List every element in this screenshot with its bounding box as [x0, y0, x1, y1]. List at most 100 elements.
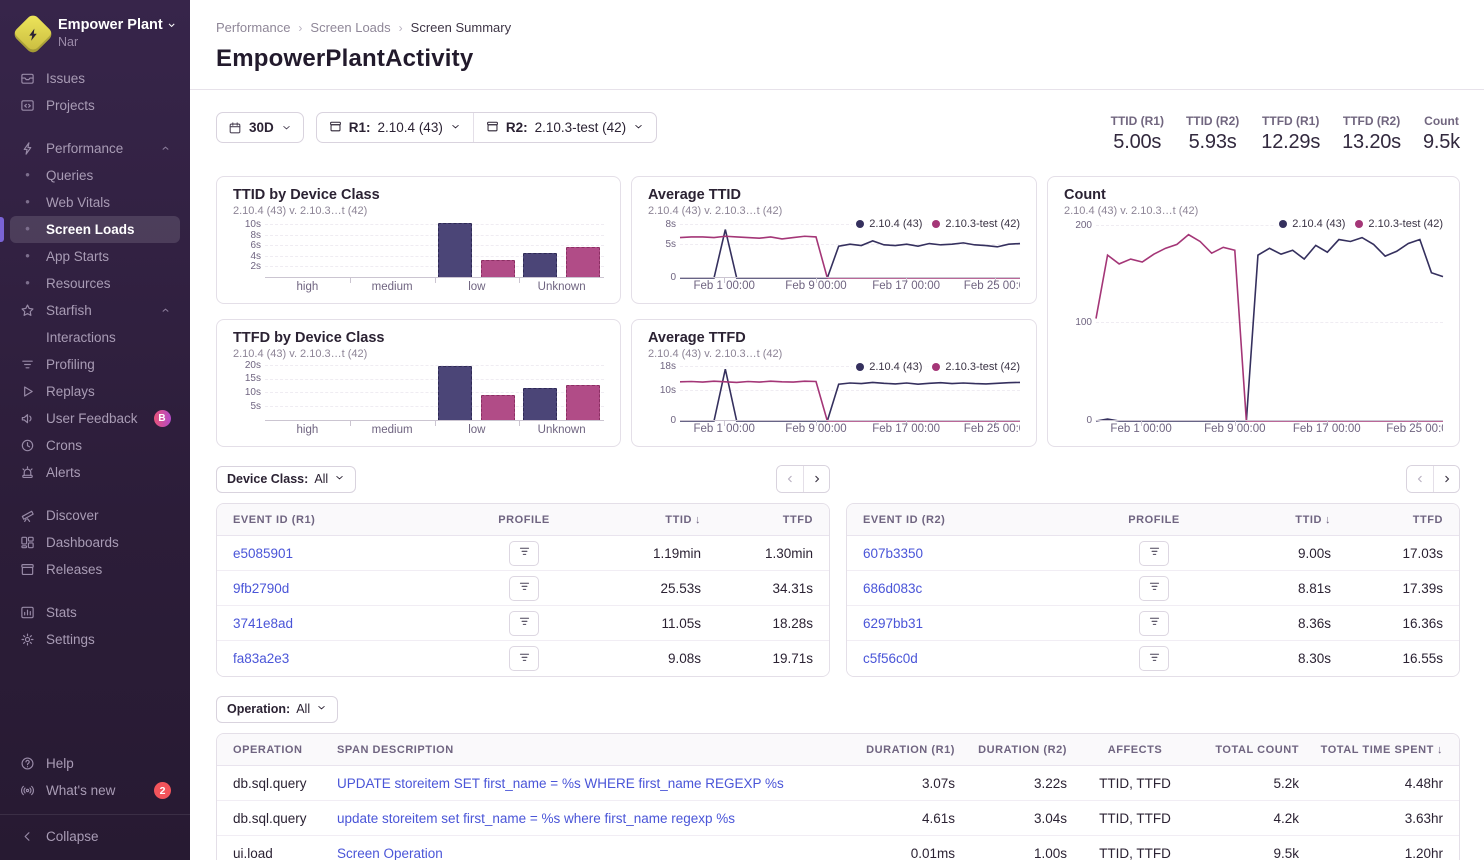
affects-value[interactable]: TTID, TTFD [1099, 846, 1171, 860]
column-header-event-id-r1[interactable]: EVENT ID (R1) [233, 513, 316, 526]
total-time-spent-value[interactable]: 3.63hr [1404, 810, 1443, 826]
profile-button[interactable] [509, 575, 539, 601]
profile-button[interactable] [509, 610, 539, 636]
column-header-span-description[interactable]: SPAN DESCRIPTION [337, 743, 454, 756]
column-header-duration-r1[interactable]: DURATION (R1) [866, 743, 955, 756]
column-header-ttfd[interactable]: TTFD [1412, 513, 1443, 526]
bar-2-10-4-43[interactable] [523, 253, 558, 278]
column-header-total-time-spent[interactable]: TOTAL TIME SPENT ↓ [1320, 743, 1443, 756]
sidebar-item-discover[interactable]: Discover [10, 502, 180, 529]
release-r2-filter[interactable]: R2: 2.10.3-test (42) [472, 113, 656, 142]
profile-button[interactable] [509, 540, 539, 566]
event-id-link[interactable]: c5f56c0d [863, 651, 918, 666]
x-axis-label: medium [371, 280, 413, 293]
column-header-event-id-r2[interactable]: EVENT ID (R2) [863, 513, 946, 526]
profile-button[interactable] [1139, 575, 1169, 601]
next-page-button[interactable] [803, 466, 829, 492]
profiling-icon [518, 651, 531, 667]
event-id-link[interactable]: fa83a2e3 [233, 651, 290, 666]
release-r1-prefix: R1: [348, 120, 371, 135]
sidebar-item-projects[interactable]: Projects [10, 92, 180, 119]
table-row: e5085901 1.19min 1.30min [217, 536, 829, 571]
release-r1-filter[interactable]: R1: 2.10.4 (43) [317, 113, 473, 142]
event-id-link[interactable]: 3741e8ad [233, 615, 294, 631]
bar-2-10-3-test-42[interactable] [566, 246, 601, 278]
bar-2-10-3-test-42[interactable] [481, 394, 516, 421]
event-id-link[interactable]: 9fb2790d [233, 580, 290, 596]
sidebar-item-alerts[interactable]: Alerts [10, 459, 180, 486]
device-class-filter[interactable]: Device Class: All [216, 465, 357, 493]
bar-group-high [265, 221, 350, 278]
sidebar-item-dashboards[interactable]: Dashboards [10, 529, 180, 556]
sidebar-item-releases[interactable]: Releases [10, 556, 180, 583]
column-header-ttfd[interactable]: TTFD [782, 513, 813, 526]
sidebar-item-profiling[interactable]: Profiling [10, 351, 180, 378]
legend-dot-icon [932, 220, 941, 228]
total-time-spent-value[interactable]: 1.20hr [1404, 846, 1443, 860]
sidebar-item-app-starts[interactable]: • App Starts [10, 243, 180, 270]
previous-page-button[interactable] [777, 466, 803, 492]
column-header-total-count[interactable]: TOTAL COUNT [1215, 743, 1299, 756]
column-header-profile[interactable]: PROFILE [498, 513, 550, 526]
sidebar-item-queries[interactable]: • Queries [10, 162, 180, 189]
sidebar-item-web-vitals[interactable]: • Web Vitals [10, 189, 180, 216]
sidebar-item-replays[interactable]: Replays [10, 378, 180, 405]
bar-2-10-4-43[interactable] [523, 387, 558, 421]
issues-icon [19, 70, 36, 87]
column-header-ttid[interactable]: TTID ↓ [665, 513, 701, 526]
column-header-duration-r2[interactable]: DURATION (R2) [978, 743, 1067, 756]
span-description-link[interactable]: UPDATE storeitem SET first_name = %s WHE… [337, 775, 784, 791]
event-id-link[interactable]: 607b3350 [863, 545, 924, 561]
duration-r2-value: 3.04s [1033, 810, 1067, 826]
total-time-spent-value[interactable]: 4.48hr [1404, 775, 1443, 791]
date-range-filter[interactable]: 30D [216, 112, 304, 143]
sidebar-item-stats[interactable]: Stats [10, 599, 180, 626]
sidebar-item-settings[interactable]: Settings [10, 626, 180, 653]
sidebar-item-interactions[interactable]: Interactions [10, 324, 180, 351]
sidebar-item-performance[interactable]: Performance [10, 135, 180, 162]
bar-2-10-4-43[interactable] [438, 365, 473, 421]
sidebar-item-crons[interactable]: Crons [10, 432, 180, 459]
sidebar-item-resources[interactable]: • Resources [10, 270, 180, 297]
y-axis-tick-label: 10s [244, 387, 261, 399]
span-description-link[interactable]: update storeitem set first_name = %s whe… [337, 810, 736, 826]
affects-value[interactable]: TTID, TTFD [1099, 810, 1171, 826]
bar-group-unknown [519, 364, 604, 421]
sidebar-item-screen-loads[interactable]: • Screen Loads [0, 215, 180, 243]
event-id-link[interactable]: e5085901 [233, 545, 294, 561]
breadcrumb-performance[interactable]: Performance [216, 20, 291, 35]
sidebar-item-label: Resources [46, 275, 111, 291]
column-header-profile[interactable]: PROFILE [1128, 513, 1180, 526]
bar-2-10-3-test-42[interactable] [481, 259, 516, 278]
sidebar-item-help[interactable]: Help [10, 750, 180, 777]
profile-button[interactable] [1139, 646, 1169, 671]
profile-button[interactable] [1139, 540, 1169, 566]
breadcrumb-screen-loads[interactable]: Screen Loads [310, 20, 391, 35]
sidebar-collapse-button[interactable]: Collapse [10, 823, 180, 850]
sidebar-item-label: Queries [46, 167, 94, 183]
chart-subtitle: 2.10.4 (43) v. 2.10.3…t (42) [1064, 205, 1199, 217]
column-header-operation[interactable]: OPERATION [233, 743, 303, 756]
release-filter-group: R1: 2.10.4 (43) R2: 2.10.3-test (42) [315, 112, 658, 143]
span-description-link[interactable]: Screen Operation [337, 846, 443, 860]
event-id-link[interactable]: 6297bb31 [863, 615, 924, 631]
affects-value[interactable]: TTID, TTFD [1099, 775, 1171, 791]
bar-2-10-3-test-42[interactable] [566, 385, 601, 421]
org-header[interactable]: Empower Plant Nar [0, 12, 190, 61]
next-page-button[interactable] [1433, 466, 1459, 492]
column-header-ttid[interactable]: TTID ↓ [1295, 513, 1331, 526]
bar-2-10-4-43[interactable] [438, 222, 473, 278]
column-header-affects[interactable]: AFFECTS [1107, 743, 1163, 756]
operation-filter[interactable]: Operation: All [216, 695, 339, 723]
event-id-link[interactable]: 686d083c [863, 580, 923, 596]
profile-button[interactable] [509, 646, 539, 671]
sidebar-item-starfish[interactable]: Starfish [10, 297, 180, 324]
sidebar-item-what-s-new[interactable]: What's new 2 [10, 777, 180, 804]
sidebar-nav: Issues Projects Performance • Queries • Web Vi… [0, 61, 190, 742]
sidebar-item-user-feedback[interactable]: User Feedback B [10, 405, 180, 432]
profile-button[interactable] [1139, 610, 1169, 636]
sidebar-item-issues[interactable]: Issues [10, 65, 180, 92]
ttfd-value: 19.71s [772, 651, 813, 666]
previous-page-button[interactable] [1407, 466, 1433, 492]
